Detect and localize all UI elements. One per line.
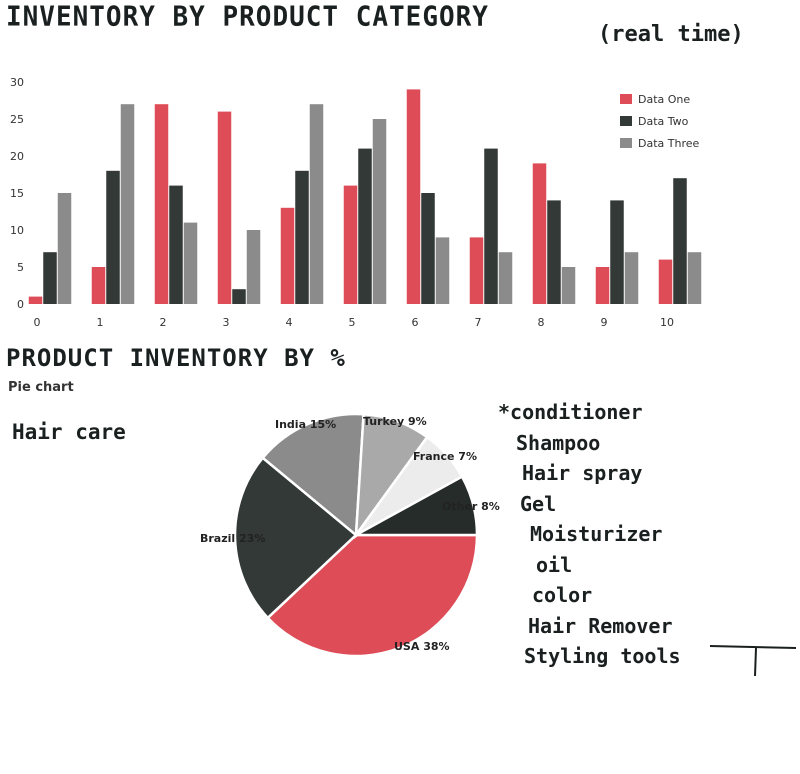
- bar-data-two: [169, 185, 183, 304]
- bar-data-three: [687, 252, 702, 304]
- pie-label-other: Other 8%: [442, 500, 500, 513]
- hand-drawn-mark: [709, 645, 797, 677]
- product-list: *conditioner Shampoo Hair spray Gel Mois…: [498, 397, 681, 672]
- x-tick-label: 0: [34, 316, 41, 329]
- pie-label-india: India 15%: [275, 418, 336, 431]
- pie-slice-other: [355, 475, 479, 537]
- bar-data-two: [610, 200, 624, 304]
- bar-data-three: [309, 104, 324, 304]
- bar-data-one: [406, 89, 421, 305]
- y-tick-label: 5: [17, 261, 24, 274]
- y-tick-label: 10: [10, 224, 24, 237]
- bar-data-three: [435, 237, 450, 304]
- bar-data-one: [217, 111, 232, 304]
- pie-label-france: France 7%: [413, 450, 477, 463]
- bar-data-two: [484, 148, 498, 304]
- bar-data-one: [595, 267, 610, 304]
- legend-label: Data Three: [638, 137, 700, 150]
- x-tick-label: 3: [223, 316, 230, 329]
- pie-slice-india: [261, 412, 365, 538]
- y-tick-label: 25: [10, 113, 24, 126]
- bar-data-two: [43, 252, 57, 304]
- pie-chart: USA 38% Brazil 23% India 15% Turkey 9% Franc…: [200, 412, 500, 658]
- x-tick-label: 8: [538, 316, 545, 329]
- bar-data-two: [358, 148, 372, 304]
- bar-chart-title: INVENTORY BY PRODUCT CATEGORY: [6, 1, 489, 33]
- bar-data-three: [246, 230, 261, 304]
- x-tick-label: 6: [412, 316, 419, 329]
- bar-data-three: [372, 119, 387, 304]
- x-tick-label: 1: [97, 316, 104, 329]
- bar-data-one: [469, 237, 484, 304]
- pie-slice-usa: [266, 533, 479, 658]
- bar-data-one: [532, 163, 547, 304]
- x-tick-label: 10: [660, 316, 674, 329]
- bar-data-two: [547, 200, 561, 304]
- pie-label-turkey: Turkey 9%: [363, 415, 427, 428]
- category-label: Hair care: [12, 420, 126, 444]
- x-tick-label: 7: [475, 316, 482, 329]
- pie-chart-title: PRODUCT INVENTORY BY %: [6, 344, 346, 372]
- bar-chart: 0 5 10 15 20 25 30 0 1 2 3 4 5 6 7 8 9 10 Data One Data Two…: [10, 76, 702, 329]
- pie-label-usa: USA 38%: [394, 640, 450, 653]
- x-tick-label: 4: [286, 316, 293, 329]
- bar-data-one: [154, 104, 169, 304]
- legend-label: Data Two: [638, 115, 689, 128]
- product-item: Hair spray: [522, 461, 643, 485]
- product-item: Shampoo: [516, 430, 601, 455]
- product-item: oil: [536, 552, 573, 577]
- x-tick-label: 2: [160, 316, 167, 329]
- pie-chart-subtitle: Pie chart: [8, 380, 74, 395]
- product-item: Hair Remover: [528, 613, 673, 638]
- bar-chart-note: (real time): [598, 22, 744, 47]
- bar-data-one: [28, 296, 43, 304]
- bar-data-three: [120, 104, 135, 304]
- x-tick-label: 5: [349, 316, 356, 329]
- bar-data-two: [673, 178, 687, 304]
- legend-swatch: [620, 116, 632, 126]
- legend-swatch: [620, 94, 632, 104]
- x-tick-label: 9: [601, 316, 608, 329]
- product-item: color: [532, 583, 593, 607]
- bar-data-two: [421, 193, 435, 304]
- bar-data-three: [183, 222, 198, 304]
- y-tick-label: 15: [10, 187, 24, 200]
- bar-data-three: [561, 267, 576, 304]
- bar-data-one: [91, 267, 106, 304]
- product-item: *conditioner: [498, 400, 643, 424]
- product-item: Gel: [520, 491, 557, 516]
- y-tick-label: 20: [10, 150, 24, 163]
- product-item: Moisturizer: [530, 522, 663, 546]
- bar-data-one: [343, 185, 358, 304]
- bar-data-two: [106, 170, 120, 304]
- bar-data-one: [280, 207, 295, 304]
- pie-label-brazil: Brazil 23%: [200, 532, 265, 545]
- bar-data-two: [295, 170, 309, 304]
- y-tick-label: 30: [10, 76, 24, 89]
- product-item: Styling tools: [524, 644, 681, 668]
- bar-data-one: [658, 259, 673, 304]
- bar-data-two: [232, 289, 246, 304]
- pie-slice-brazil: [233, 456, 358, 620]
- legend-label: Data One: [638, 93, 690, 106]
- bar-data-three: [498, 252, 513, 304]
- y-tick-label: 0: [17, 298, 24, 311]
- legend-swatch: [620, 138, 632, 148]
- bar-data-three: [57, 193, 72, 304]
- bar-data-three: [624, 252, 639, 304]
